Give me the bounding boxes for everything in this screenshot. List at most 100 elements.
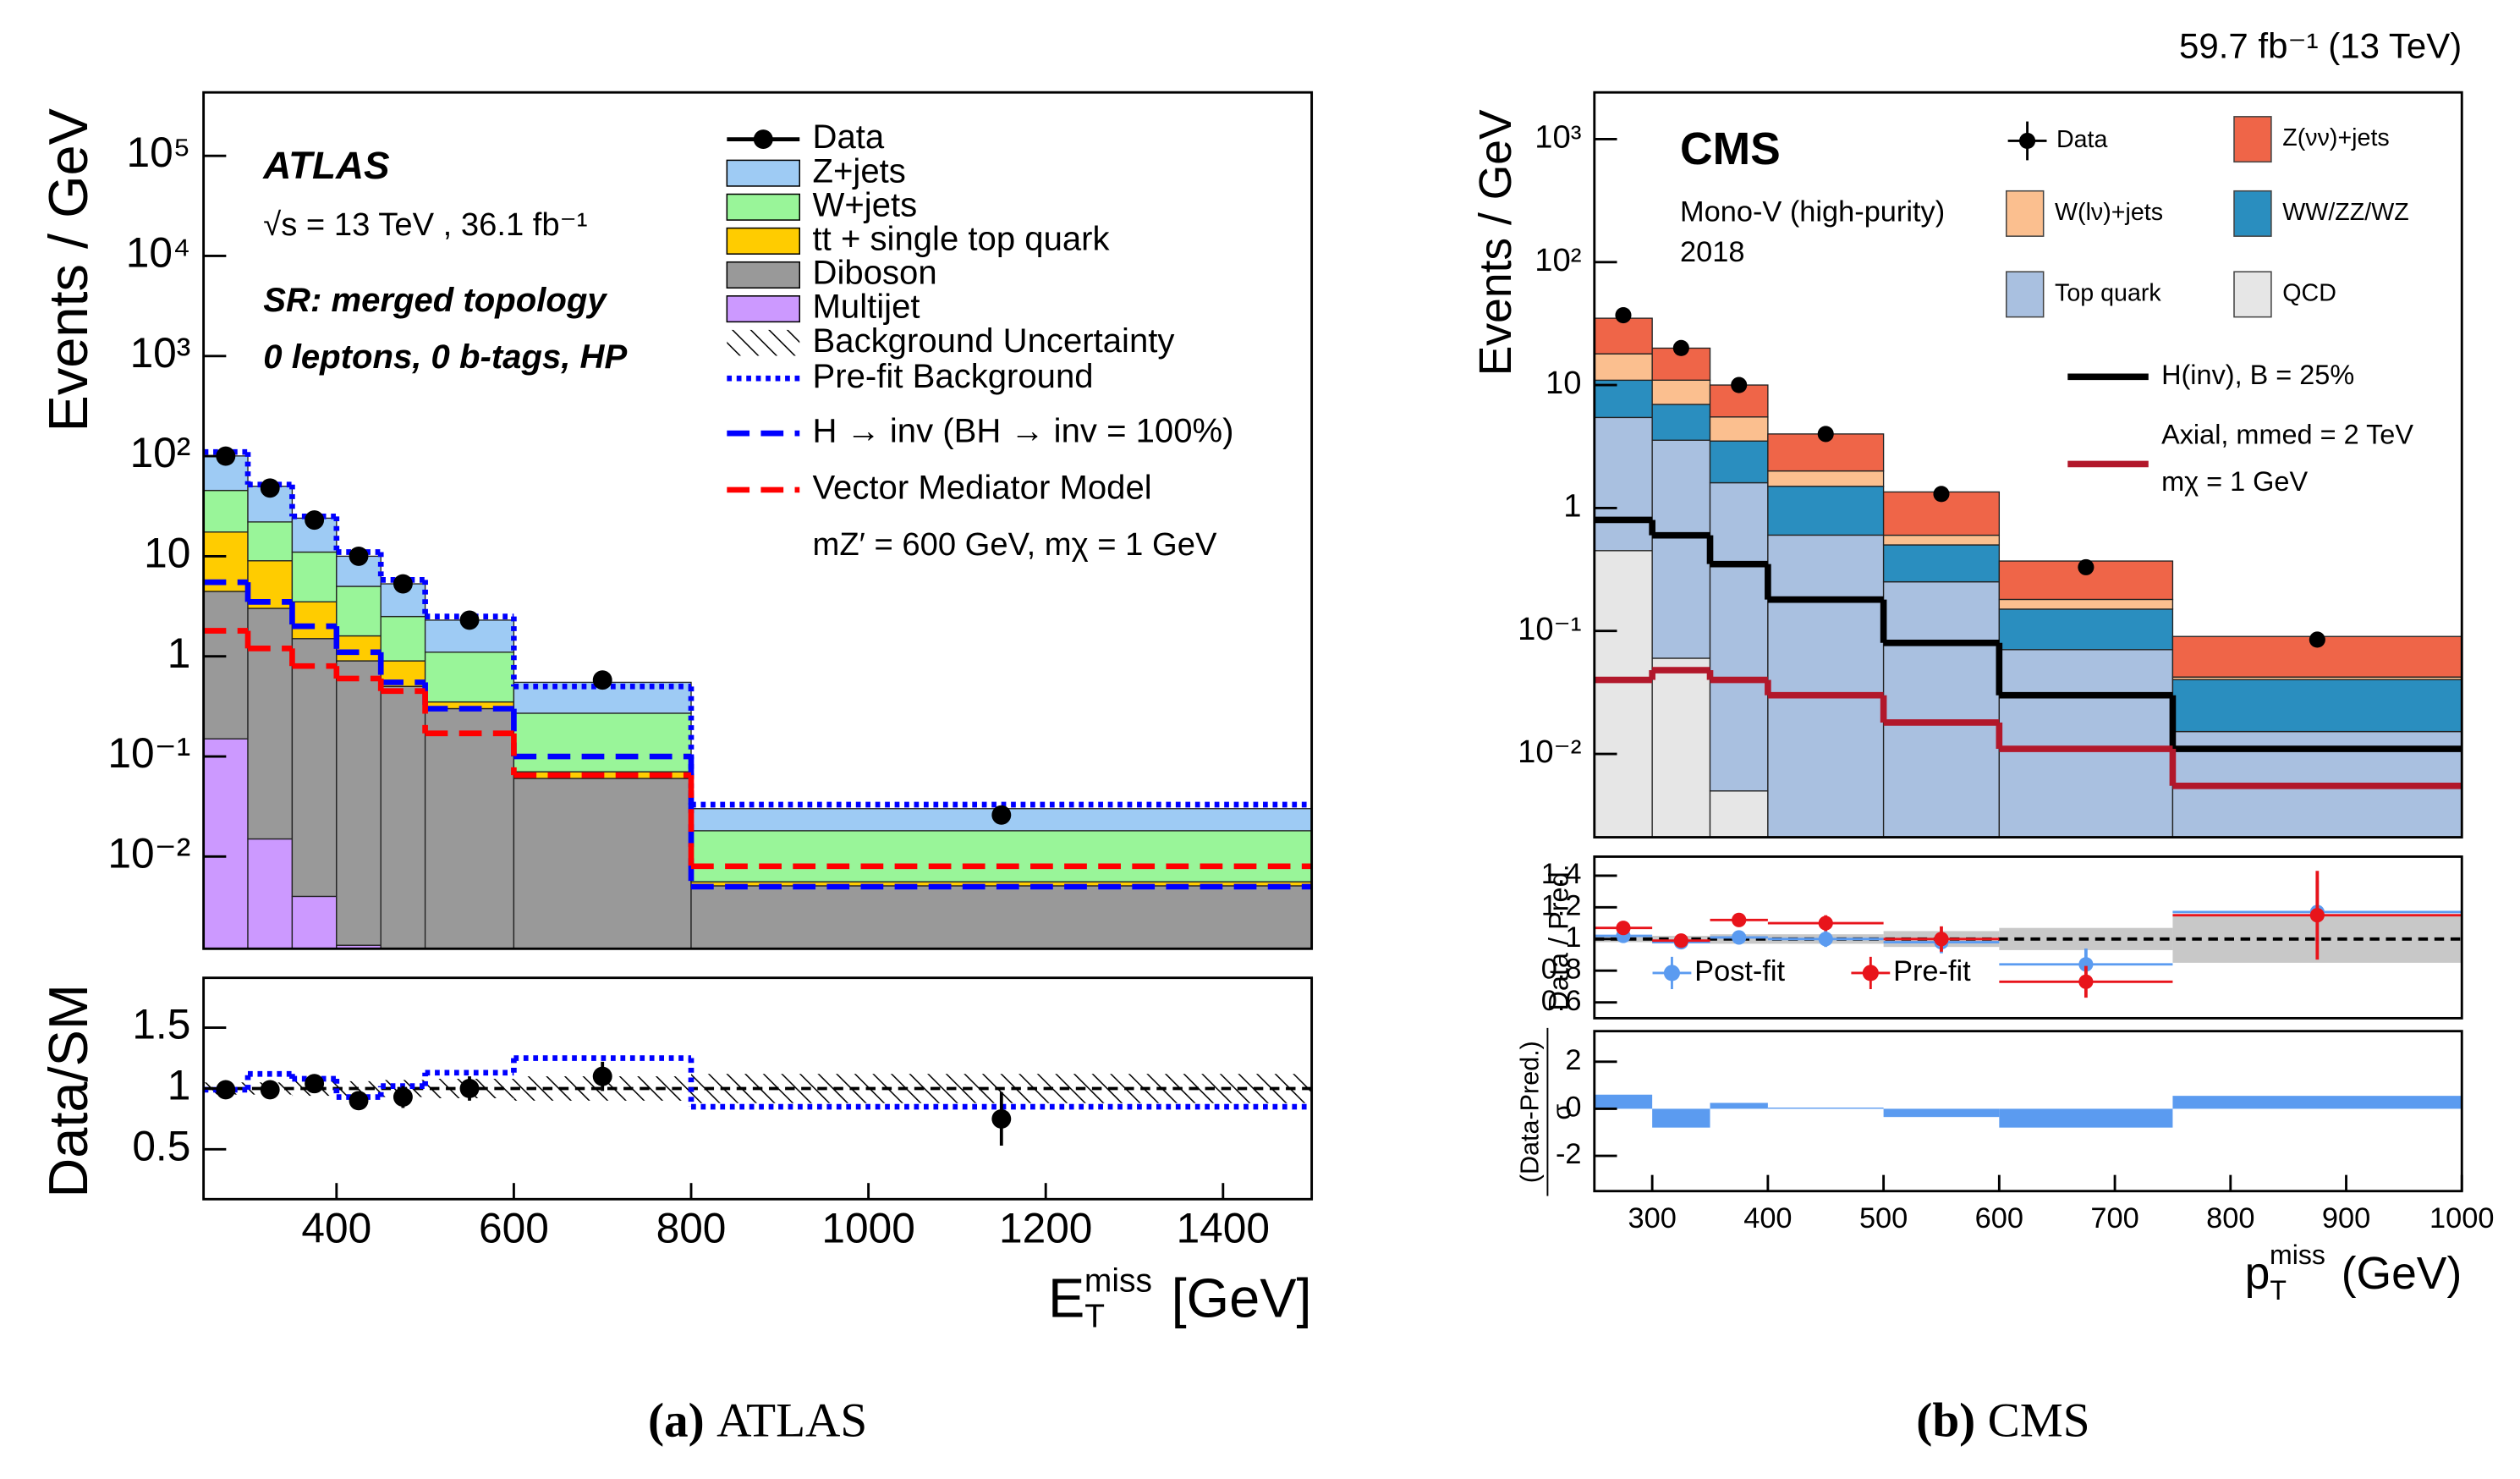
x-tick-label: 1400 bbox=[1177, 1205, 1270, 1252]
y-tick-label: 10⁵ bbox=[127, 129, 191, 176]
data-point bbox=[305, 1074, 325, 1094]
legend-marker bbox=[1862, 965, 1879, 981]
legend-swatch bbox=[2233, 190, 2272, 237]
data-point bbox=[2309, 908, 2325, 923]
y-tick-label: 1.2 bbox=[1541, 889, 1582, 921]
x-tick-label: 800 bbox=[656, 1205, 727, 1252]
y-tick-label: 1 bbox=[167, 630, 191, 677]
stack-segment bbox=[1998, 598, 2174, 610]
y-tick-label: 10³ bbox=[1535, 119, 1581, 156]
annotation: 0 leptons, 0 b-tags, HP bbox=[263, 338, 627, 376]
legend-label: Diboson bbox=[813, 255, 937, 292]
plot-area bbox=[203, 446, 1312, 949]
plot-area bbox=[1594, 871, 2462, 998]
stack-segment bbox=[424, 619, 515, 653]
stack-segment bbox=[1998, 649, 2174, 838]
legend-label: H → inv (BH → inv = 100%) bbox=[813, 413, 1234, 450]
caption-label: (b) bbox=[1916, 1394, 1975, 1448]
legend-swatch bbox=[727, 329, 800, 356]
legend-label: Z(νν)+jets bbox=[2282, 124, 2389, 151]
plot-area bbox=[203, 1055, 1312, 1146]
x-axis-label-unit: (GeV) bbox=[2342, 1249, 2462, 1299]
stack-segment bbox=[203, 591, 249, 740]
data-point bbox=[1817, 426, 1834, 443]
data-point bbox=[991, 805, 1012, 825]
data-point bbox=[2078, 558, 2095, 575]
stack-segment bbox=[336, 635, 382, 662]
x-axis-label: pTmiss (GeV) bbox=[2245, 1240, 2462, 1306]
data-point bbox=[1933, 486, 1950, 503]
legend-swatch bbox=[2233, 271, 2272, 318]
y-tick-label: 0.5 bbox=[132, 1122, 190, 1169]
data-point bbox=[1934, 932, 1949, 947]
y-axis-label-denominator: σ bbox=[1548, 1104, 1577, 1120]
x-axis-label-sup: miss bbox=[2270, 1240, 2325, 1271]
data-point bbox=[1732, 930, 1747, 945]
y-tick-label: 0 bbox=[1565, 1091, 1581, 1124]
data-point bbox=[459, 1079, 480, 1098]
atlas-subtitle: √s = 13 TeV , 36.1 fb⁻¹ bbox=[263, 206, 587, 243]
caption-text: CMS bbox=[1988, 1394, 2090, 1448]
pull-bar bbox=[1883, 1108, 2000, 1118]
data-point bbox=[260, 1080, 280, 1100]
legend-label: WW/ZZ/WZ bbox=[2282, 199, 2408, 226]
x-tick-label: 800 bbox=[2206, 1202, 2254, 1234]
data-point bbox=[592, 670, 612, 690]
y-tick-label: 10⁻² bbox=[107, 829, 190, 877]
stack-segment bbox=[1709, 440, 1769, 484]
y-tick-label: 0.8 bbox=[1541, 953, 1582, 985]
legend-label: Pre-fit bbox=[1893, 955, 1971, 987]
stack-segment bbox=[1594, 353, 1653, 382]
y-axis-label: Data / Pred. bbox=[1543, 864, 1573, 1010]
stack-segment bbox=[1594, 416, 1653, 552]
annotation: mZ′ = 600 GeV, mχ = 1 GeV bbox=[813, 526, 1217, 563]
x-tick-label: 900 bbox=[2322, 1202, 2370, 1234]
caption-text: ATLAS bbox=[716, 1394, 867, 1448]
y-tick-label: 10² bbox=[1535, 242, 1581, 278]
pull-bar bbox=[1652, 1108, 1710, 1128]
frame bbox=[1593, 855, 2463, 1020]
stack-segment bbox=[1882, 580, 2001, 838]
x-tick-label: 400 bbox=[1743, 1202, 1792, 1234]
legend-label: Post-fit bbox=[1694, 955, 1785, 987]
legend-swatch bbox=[726, 159, 801, 187]
legend-marker bbox=[2019, 132, 2036, 150]
x-tick-label: 300 bbox=[1628, 1202, 1676, 1234]
legend-label: Axial, mmed = 2 TeV bbox=[2161, 420, 2413, 450]
data-point bbox=[216, 1080, 236, 1100]
stack-segment bbox=[336, 660, 382, 946]
legend-swatch bbox=[2233, 116, 2272, 163]
legend-swatch bbox=[2005, 271, 2045, 318]
x-axis-label-sub: T bbox=[2270, 1276, 2287, 1306]
x-axis-label-main: E bbox=[1048, 1267, 1084, 1329]
x-axis-label-main: p bbox=[2245, 1249, 2270, 1299]
y-tick-label: 10 bbox=[144, 530, 190, 577]
caption-a: (a) ATLAS bbox=[648, 1394, 867, 1448]
stack-segment bbox=[203, 489, 249, 533]
stack-segment bbox=[690, 830, 1312, 882]
pull-bar bbox=[1710, 1102, 1768, 1109]
y-axis-label: Data/SM bbox=[37, 984, 99, 1198]
y-tick-label: 10³ bbox=[130, 329, 191, 377]
stack-segment bbox=[1651, 439, 1711, 659]
data-point bbox=[2309, 631, 2325, 648]
data-point bbox=[592, 1066, 612, 1086]
legend-label: Background Uncertainty bbox=[813, 322, 1175, 360]
pull-bar bbox=[1594, 1094, 1653, 1109]
legend-label: Data bbox=[2056, 126, 2108, 153]
stack-segment bbox=[1882, 544, 2001, 583]
stack-segment bbox=[291, 601, 338, 640]
x-axis-label-sup: miss bbox=[1084, 1263, 1152, 1300]
legend-label: Pre-fit Background bbox=[813, 358, 1094, 395]
legend-swatch bbox=[726, 227, 801, 255]
x-tick-label: 500 bbox=[1859, 1202, 1908, 1234]
x-axis-label: ETmiss [GeV] bbox=[1048, 1263, 1312, 1335]
y-axis-label: Events / GeV bbox=[1471, 109, 1521, 376]
cms-title: CMS bbox=[1680, 124, 1781, 174]
uncertainty-band bbox=[336, 1080, 382, 1097]
stack-segment bbox=[424, 707, 515, 949]
annotation: Mono-V (high-purity) bbox=[1680, 195, 1945, 228]
stack-segment bbox=[1651, 404, 1711, 441]
y-tick-label: 1 bbox=[1563, 487, 1581, 524]
